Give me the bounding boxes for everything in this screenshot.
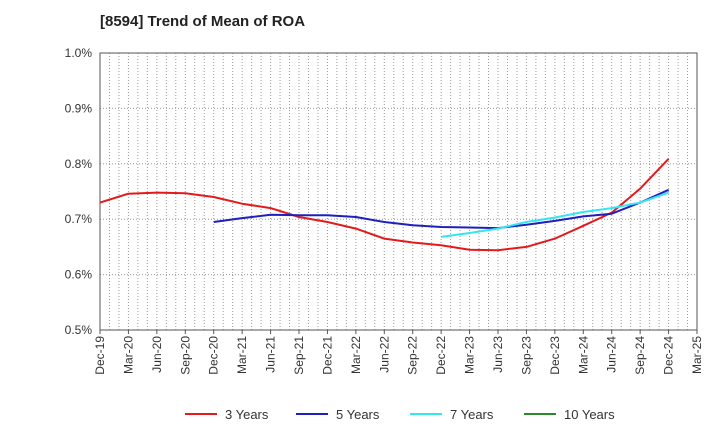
x-tick-label: Jun-24 (605, 336, 619, 373)
x-tick-label: Sep-22 (406, 336, 420, 375)
x-tick-label: Mar-22 (349, 336, 363, 374)
x-tick-label: Mar-23 (463, 336, 477, 374)
series-line-7-years (440, 191, 669, 238)
x-tick-label: Mar-21 (235, 336, 249, 374)
series-layer (99, 158, 670, 252)
x-tick-label: Mar-24 (576, 336, 590, 374)
x-tick-label: Jun-20 (150, 336, 164, 373)
legend-label-5-years: 5 Years (336, 407, 380, 422)
axis-layer: 0.5% 0.6% 0.7% 0.8% 0.9% 1.0% Dec-19 Mar-20 Jun-… (65, 46, 704, 375)
x-tick-label: Dec-21 (320, 336, 334, 375)
y-tick-label: 0.7% (65, 212, 93, 226)
series-line-5-years (213, 188, 670, 230)
legend-label-7-years: 7 Years (450, 407, 494, 422)
x-tick-label: Jun-21 (264, 336, 278, 373)
x-tick-label: Sep-20 (178, 336, 192, 375)
y-tick-label: 0.5% (65, 323, 93, 337)
grid-layer (100, 53, 697, 330)
y-tick-label: 0.6% (65, 268, 93, 282)
y-tick-label: 0.8% (65, 157, 93, 171)
legend: 3 Years 5 Years 7 Years 10 Years (185, 407, 615, 422)
plot-frame (99, 52, 698, 331)
x-tick-label: Dec-19 (93, 336, 107, 375)
x-tick-label: Dec-20 (207, 336, 221, 375)
x-tick-label: Dec-22 (434, 336, 448, 375)
legend-label-3-years: 3 Years (225, 407, 269, 422)
chart-title: [8594] Trend of Mean of ROA (100, 13, 306, 30)
x-tick-label: Dec-23 (548, 336, 562, 375)
x-tick-label: Mar-25 (690, 336, 704, 374)
series-line-3-years (99, 158, 670, 252)
x-tick-label: Mar-20 (121, 336, 135, 374)
y-tick-label: 0.9% (65, 101, 93, 115)
x-tick-label: Jun-22 (377, 336, 391, 373)
x-tick-label: Sep-24 (633, 336, 647, 375)
x-tick-label: Jun-23 (491, 336, 505, 373)
legend-label-10-years: 10 Years (564, 407, 615, 422)
x-tick-label: Sep-23 (519, 336, 533, 375)
x-tick-label: Dec-24 (662, 336, 676, 375)
y-tick-label: 1.0% (65, 46, 93, 60)
x-tick-label: Sep-21 (292, 336, 306, 375)
